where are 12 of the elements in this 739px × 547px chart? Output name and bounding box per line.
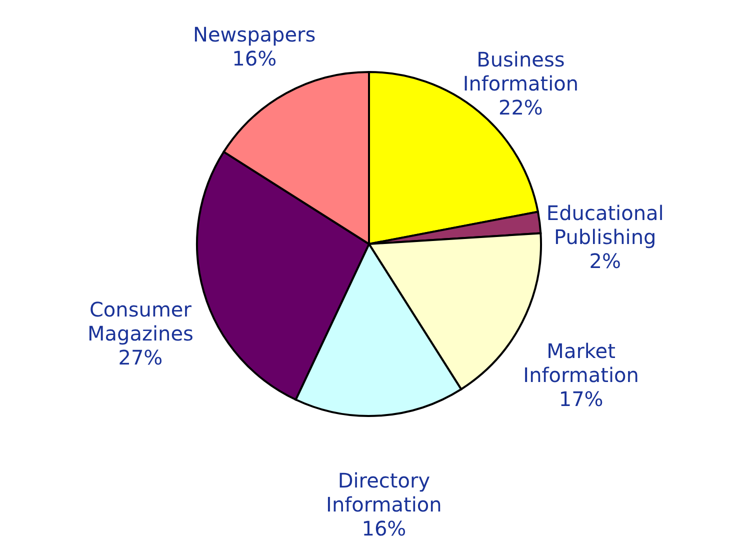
data-label: 22% — [498, 96, 543, 120]
slice-label: Newspapers — [193, 22, 316, 46]
data-label: 16% — [362, 516, 406, 541]
slice-label: Market Information — [523, 339, 639, 388]
data-label: 2% — [589, 249, 621, 274]
slice-label: Educational Publishing — [546, 201, 664, 250]
slice-label: Directory Information — [326, 468, 442, 517]
slice-label: Business Information — [462, 48, 579, 96]
data-label: 16% — [232, 46, 277, 70]
data-label: 17% — [558, 387, 604, 412]
slice-label: Consumer Magazines — [87, 297, 194, 346]
data-label: 27% — [118, 345, 163, 370]
